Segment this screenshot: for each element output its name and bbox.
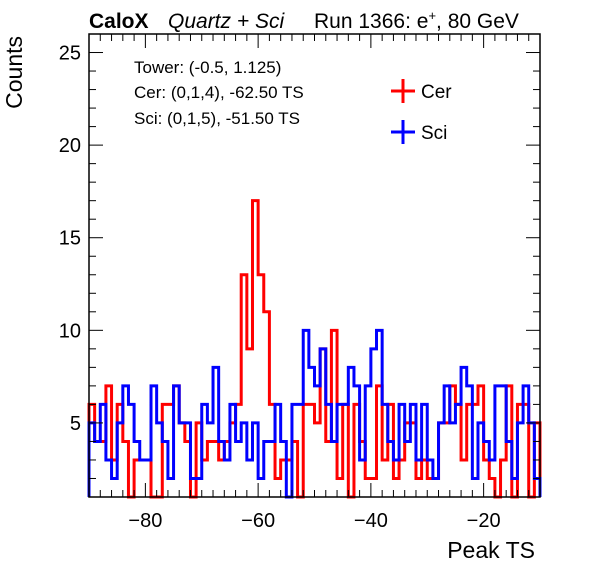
- experiment-label: CaloX: [89, 10, 149, 33]
- x-tick-label: −40: [354, 510, 388, 532]
- run-label: Run 1366: e+, 80 GeV: [314, 8, 519, 33]
- info-tower: Tower: (-0.5, 1.125): [134, 58, 281, 77]
- legend-sci-label: Sci: [421, 123, 447, 144]
- x-tick-label: −60: [241, 510, 275, 532]
- y-tick-label: 15: [59, 228, 81, 250]
- series-layer: [87, 199, 542, 499]
- info-cer: Cer: (0,1,4), -62.50 TS: [134, 83, 304, 102]
- legend: Cer Sci: [391, 79, 452, 144]
- y-tick-label: 10: [59, 320, 81, 342]
- run-suffix: , 80 GeV: [436, 10, 519, 33]
- legend-entry-cer: Cer: [391, 79, 452, 103]
- info-sci: Sci: (0,1,5), -51.50 TS: [134, 109, 300, 128]
- y-axis-title: Counts: [1, 36, 27, 109]
- run-prefix: Run 1366: e: [314, 10, 428, 33]
- y-tick-label: 20: [59, 135, 81, 157]
- config-label: Quartz + Sci: [168, 10, 285, 33]
- x-axis-title: Peak TS: [447, 537, 535, 563]
- legend-cer-label: Cer: [421, 82, 452, 103]
- y-tick-label: 25: [59, 43, 81, 65]
- x-tick-label: −20: [467, 510, 501, 532]
- run-superscript: +: [428, 8, 436, 23]
- series-sci-histogram: [87, 328, 542, 499]
- x-tick-label: −80: [128, 510, 162, 532]
- ticks-layer: −80 −60 −40 −20 5 10 15 20 25: [59, 33, 541, 532]
- y-tick-label: 5: [70, 413, 81, 435]
- series-cer-histogram: [87, 199, 542, 499]
- legend-entry-sci: Sci: [391, 120, 447, 144]
